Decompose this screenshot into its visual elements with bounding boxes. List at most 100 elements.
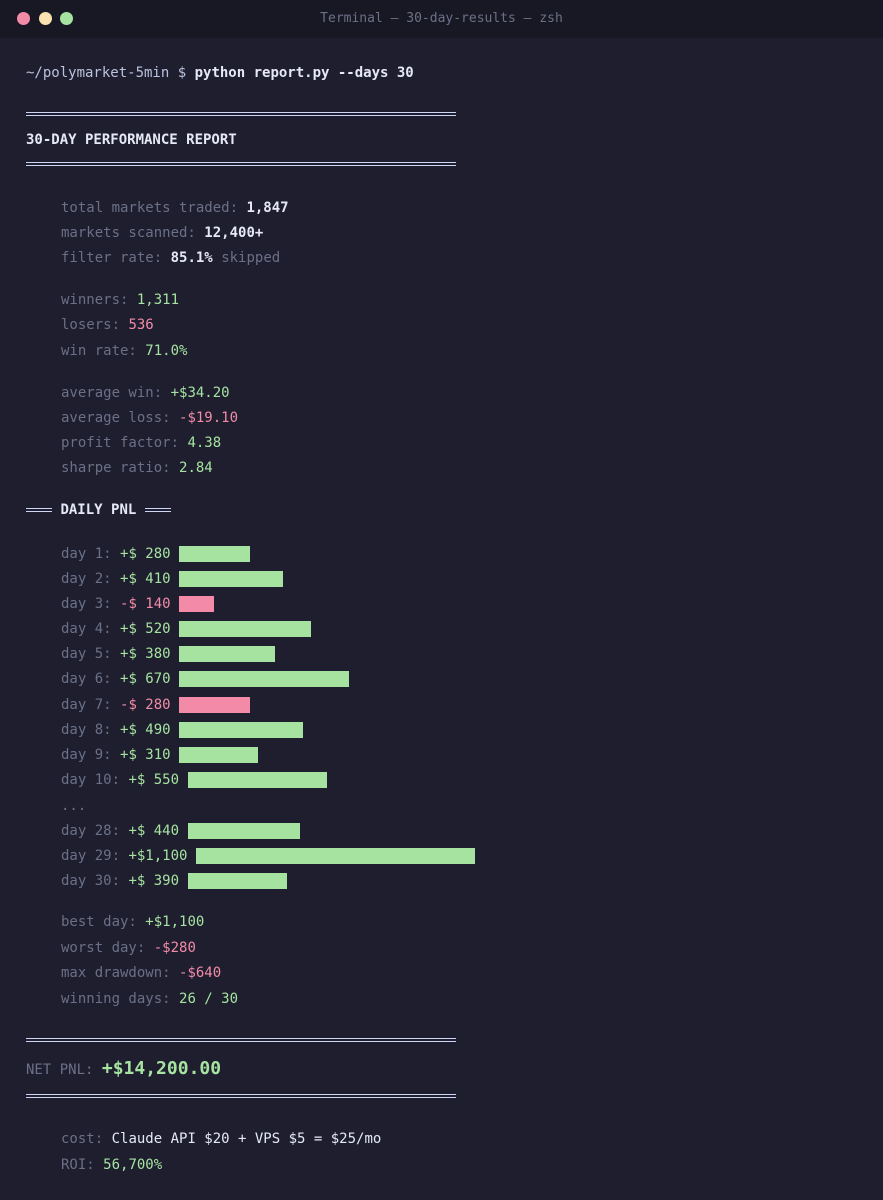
- roi-value: 56,700%: [103, 1157, 163, 1173]
- command-line: ~/polymarket-5min $ python report.py --d…: [26, 64, 414, 82]
- day-label: day 2:: [61, 571, 112, 587]
- summary-max-drawdown: max drawdown: -$640: [61, 964, 221, 982]
- day-value: +$ 390: [128, 873, 180, 889]
- summary-label: max drawdown:: [61, 965, 171, 981]
- summary-value: +$1,100: [145, 914, 205, 930]
- pnl-bar: [196, 848, 475, 864]
- day-label: day 10:: [61, 772, 121, 788]
- stat-label: win rate:: [61, 343, 137, 359]
- summary-value: 26 / 30: [179, 991, 239, 1007]
- day-label: day 5:: [61, 646, 112, 662]
- stat-value: +$34.20: [170, 385, 230, 401]
- daily-pnl-row: day 7: -$ 280: [61, 696, 171, 714]
- report-title: 30-DAY PERFORMANCE REPORT: [26, 132, 237, 148]
- pnl-bar: [188, 772, 327, 788]
- stat-losers: losers: 536: [61, 316, 154, 334]
- stat-label: sharpe ratio:: [61, 460, 171, 476]
- daily-pnl-row: day 30: +$ 390: [61, 872, 179, 890]
- window-title: Terminal — 30-day-results — zsh: [320, 11, 563, 26]
- stat-label: profit factor:: [61, 435, 180, 451]
- daily-pnl-row: day 4: +$ 520: [61, 620, 171, 638]
- double-rule: [144, 508, 171, 512]
- summary-worst-day: worst day: -$280: [61, 939, 196, 957]
- stat-average-loss: average loss: -$19.10: [61, 409, 238, 427]
- day-label: day 6:: [61, 671, 112, 687]
- daily-pnl-title: DAILY PNL: [60, 502, 137, 518]
- day-value: +$1,100: [128, 848, 188, 864]
- summary-label: worst day:: [61, 940, 146, 956]
- daily-pnl-row: day 6: +$ 670: [61, 670, 171, 688]
- stat-label: losers:: [61, 317, 121, 333]
- stat-profit-factor: profit factor: 4.38: [61, 434, 221, 452]
- close-window-button[interactable]: [17, 12, 30, 25]
- zoom-window-button[interactable]: [60, 12, 73, 25]
- summary-value: -$640: [179, 965, 222, 981]
- cost-label: cost:: [61, 1131, 104, 1147]
- net-pnl-value: +$14,200.00: [101, 1058, 222, 1079]
- pnl-bar: [179, 621, 311, 637]
- summary-winning-days: winning days: 26 / 30: [61, 990, 238, 1008]
- double-rule: [26, 1038, 456, 1042]
- double-rule: [26, 1094, 456, 1098]
- day-value: -$ 280: [120, 697, 171, 713]
- day-value: +$ 670: [120, 671, 171, 687]
- stat-value: 4.38: [187, 435, 222, 451]
- roi-label: ROI:: [61, 1157, 95, 1173]
- daily-pnl-row: day 5: +$ 380: [61, 645, 171, 663]
- stat-label: filter rate:: [61, 250, 163, 266]
- day-label: day 7:: [61, 697, 112, 713]
- stat-win-rate: win rate: 71.0%: [61, 342, 187, 360]
- double-rule: [26, 112, 456, 116]
- stat-label: markets scanned:: [61, 225, 196, 241]
- day-label: day 28:: [61, 823, 121, 839]
- pnl-bar: [188, 873, 287, 889]
- stat-value: 85.1%: [170, 250, 213, 266]
- double-rule: [26, 162, 456, 166]
- day-value: +$ 410: [120, 571, 171, 587]
- summary-label: winning days:: [61, 991, 171, 1007]
- roi-line: ROI: 56,700%: [61, 1156, 162, 1174]
- summary-best-day: best day: +$1,100: [61, 913, 204, 931]
- day-label: day 8:: [61, 722, 112, 738]
- day-value: +$ 490: [120, 722, 171, 738]
- title-bar: Terminal — 30-day-results — zsh: [0, 0, 883, 38]
- daily-pnl-row: day 1: +$ 280: [61, 545, 171, 563]
- day-label: day 4:: [61, 621, 112, 637]
- pnl-bar: [179, 697, 250, 713]
- cost-line: cost: Claude API $20 + VPS $5 = $25/mo: [61, 1130, 381, 1148]
- stat-label: average win:: [61, 385, 163, 401]
- net-pnl: NET PNL: +$14,200.00: [26, 1057, 221, 1082]
- pnl-bar: [188, 823, 300, 839]
- stat-label: winners:: [61, 292, 129, 308]
- stat-markets-scanned: markets scanned: 12,400+: [61, 224, 263, 242]
- daily-pnl-row: day 3: -$ 140: [61, 595, 171, 613]
- daily-pnl-row: day 2: +$ 410: [61, 570, 171, 588]
- day-value: +$ 310: [120, 747, 171, 763]
- stat-value: 71.0%: [145, 343, 188, 359]
- day-label: day 30:: [61, 873, 121, 889]
- pnl-bar: [179, 671, 349, 687]
- pnl-bar: [179, 596, 214, 612]
- pnl-bar: [179, 722, 303, 738]
- stat-label: total markets traded:: [61, 200, 239, 216]
- stat-value: 536: [128, 317, 154, 333]
- day-label: day 9:: [61, 747, 112, 763]
- daily-pnl-row: day 10: +$ 550: [61, 771, 179, 789]
- stat-value: -$19.10: [179, 410, 239, 426]
- stat-value: 2.84: [179, 460, 213, 476]
- day-value: +$ 550: [128, 772, 180, 788]
- day-label: day 29:: [61, 848, 121, 864]
- stat-value: 1,311: [136, 292, 180, 308]
- minimize-window-button[interactable]: [39, 12, 52, 25]
- daily-pnl-row: day 9: +$ 310: [61, 746, 171, 764]
- daily-pnl-row: day 8: +$ 490: [61, 721, 171, 739]
- shell-prompt: ~/polymarket-5min $: [26, 65, 187, 81]
- double-rule: [26, 508, 52, 512]
- stat-label: average loss:: [61, 410, 171, 426]
- daily-pnl-row: day 28: +$ 440: [61, 822, 179, 840]
- stat-value: 12,400+: [204, 225, 264, 241]
- ellipsis: ...: [61, 798, 87, 814]
- day-label: day 1:: [61, 546, 112, 562]
- cost-value: Claude API $20 + VPS $5 = $25/mo: [111, 1131, 382, 1147]
